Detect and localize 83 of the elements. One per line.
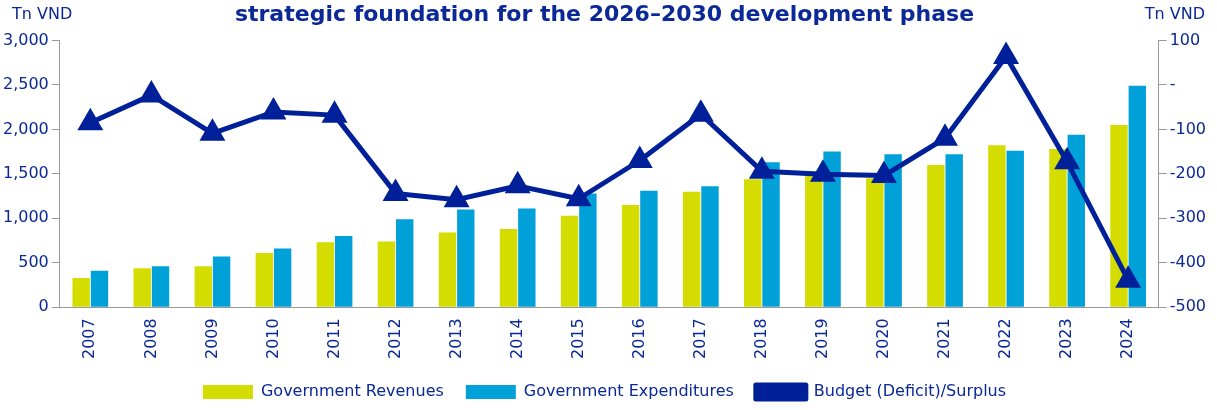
x-tick-label: 2016 — [628, 318, 648, 359]
bar — [744, 179, 762, 307]
point — [933, 123, 958, 146]
y2-tick-label: - — [1169, 74, 1176, 94]
x-tick-label: 2021 — [934, 318, 954, 359]
bar — [1128, 85, 1147, 307]
bar — [1110, 124, 1128, 307]
x-tick-label: 2022 — [995, 318, 1015, 359]
x-tick-label: 2013 — [445, 318, 465, 359]
x-tick-label: 2010 — [262, 318, 282, 359]
bar — [255, 253, 274, 307]
bar — [316, 242, 335, 307]
point — [321, 100, 348, 123]
bar — [640, 190, 658, 307]
bar — [72, 277, 90, 307]
y-axis-title: Tn VND — [11, 4, 73, 24]
x-tick-label: 2020 — [873, 318, 893, 359]
point — [688, 99, 714, 122]
bar — [945, 154, 963, 307]
x-tick-label: 2008 — [140, 318, 160, 359]
bar — [682, 191, 701, 307]
bar — [396, 219, 414, 307]
bar — [90, 270, 109, 307]
point — [993, 41, 1019, 64]
bar — [438, 232, 457, 307]
x-tick-label: 2017 — [689, 318, 709, 359]
bar — [927, 164, 945, 307]
x-tick-label: 2019 — [812, 318, 832, 359]
bar — [701, 186, 719, 307]
x-tick-label: 2024 — [1117, 318, 1137, 359]
point — [199, 118, 226, 141]
bar — [194, 266, 212, 307]
y2-axis-title: Tn VND — [1143, 4, 1205, 24]
x-tick-label: 2018 — [751, 318, 771, 359]
y2-tick-label: -300 — [1169, 207, 1206, 227]
bar — [273, 248, 292, 307]
y-tick-label: 3,000 — [2, 29, 49, 49]
bar — [560, 215, 579, 307]
point — [382, 178, 409, 201]
y-tick-label: 0 — [38, 296, 49, 316]
x-tick-label: 2014 — [506, 318, 526, 359]
chart-title: strategic foundation for the 2026–2030 development phase — [234, 0, 975, 26]
x-tick-label: 2012 — [384, 318, 404, 359]
point — [1115, 265, 1141, 288]
y-tick-label: 500 — [18, 251, 49, 271]
bar — [377, 241, 396, 307]
bar — [133, 268, 151, 307]
x-tick-label: 2011 — [323, 318, 343, 359]
y2-tick-label: -200 — [1169, 163, 1206, 182]
y2-tick-label: -100 — [1169, 118, 1206, 138]
point — [628, 145, 653, 168]
y2-tick-label: 100 — [1169, 29, 1201, 49]
y-tick-label: 2,000 — [2, 118, 49, 138]
legend-label: Budget (Deficit)/Surplus — [813, 381, 1007, 401]
bar — [884, 154, 902, 307]
y-tick-label: 2,500 — [2, 74, 49, 94]
bar — [823, 151, 841, 307]
bar — [579, 193, 597, 307]
legend-label: Government Expenditures — [523, 381, 734, 401]
legend-label: Government Revenues — [260, 381, 444, 401]
bar — [212, 256, 231, 307]
point — [749, 156, 775, 179]
point — [260, 97, 287, 120]
bar — [151, 266, 170, 307]
y2-tick-label: -500 — [1169, 296, 1206, 316]
bar — [457, 209, 475, 307]
y-tick-label: 1,000 — [2, 207, 49, 227]
bar — [621, 204, 640, 307]
bar — [762, 162, 780, 307]
point — [810, 159, 836, 182]
bar — [866, 178, 884, 307]
bar — [988, 145, 1006, 307]
bar — [1006, 150, 1024, 307]
x-tick-label: 2007 — [79, 318, 99, 359]
x-tick-label: 2009 — [201, 318, 221, 359]
x-tick-label: 2015 — [567, 318, 587, 359]
bar — [334, 236, 353, 307]
x-tick-label: 2023 — [1056, 318, 1076, 359]
bar — [499, 229, 518, 307]
bar — [518, 208, 536, 307]
y-tick-label: 1,500 — [2, 163, 49, 182]
y2-tick-label: -400 — [1169, 251, 1206, 271]
bar — [1049, 148, 1067, 307]
